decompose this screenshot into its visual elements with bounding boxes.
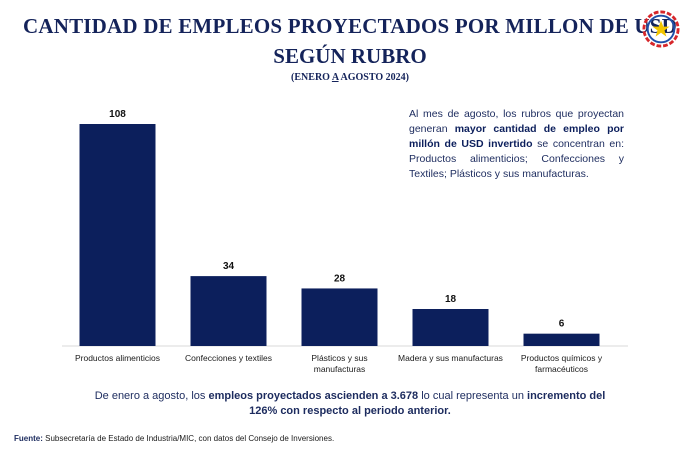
insight-note: Al mes de agosto, los rubros que proyect… (409, 108, 624, 180)
bar (79, 124, 156, 346)
category-label: Productos químicos y farmacéuticos (520, 353, 603, 374)
category-label: Confecciones y textiles (185, 353, 272, 363)
bar-value-label: 28 (334, 273, 346, 284)
source-note: Fuente: Subsecretaría de Estado de Indus… (14, 434, 335, 443)
category-label: Productos alimenticios (74, 353, 161, 363)
summary-text: De enero a agosto, los empleos proyectad… (94, 390, 606, 417)
chart-title-line-2: SEGÚN RUBRO (273, 44, 427, 68)
bar-value-label: 18 (445, 294, 457, 305)
chart-period: (ENERO A AGOSTO 2024) (291, 72, 409, 83)
bar (523, 333, 600, 346)
bar (190, 276, 267, 346)
bar (412, 309, 489, 346)
bar-value-label: 108 (109, 109, 126, 120)
bar (301, 288, 378, 346)
chart-title-line-1: CANTIDAD DE EMPLEOS PROYECTADOS POR MILL… (22, 14, 678, 38)
paraguay-seal-icon (642, 10, 680, 48)
category-label: Plásticos y sus manufacturas (311, 353, 368, 374)
bar-value-label: 34 (223, 261, 235, 272)
bar-value-label: 6 (559, 319, 565, 330)
category-label: Madera y sus manufacturas (398, 353, 503, 363)
